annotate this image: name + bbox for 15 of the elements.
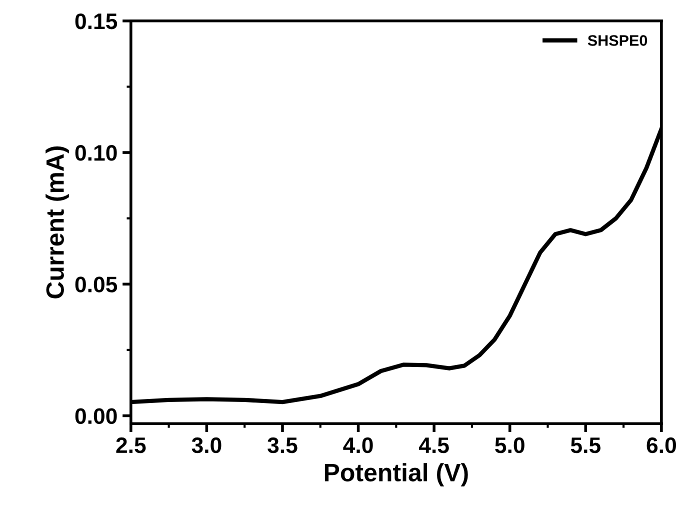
x-tick-label: 4.5 — [418, 438, 449, 454]
x-axis-title: Potential (V) — [324, 463, 468, 486]
y-axis-title: Current (mA) — [46, 146, 69, 298]
x-tick-label: 4.0 — [343, 437, 373, 454]
y-tick-label: 0.15 — [75, 13, 118, 30]
x-tick-label: 5.5 — [570, 438, 600, 454]
x-tick-label: 3.5 — [268, 437, 298, 454]
legend-label: SHSPE0 — [588, 35, 648, 46]
x-tick-label: 2.5 — [116, 437, 146, 454]
x-tick-label: 6.0 — [646, 437, 676, 454]
y-tick-label: 0.00 — [75, 408, 117, 424]
y-tick-label: 0.05 — [75, 276, 118, 292]
x-tick-label: 3.0 — [192, 437, 222, 454]
x-tick-label: 5.0 — [495, 437, 524, 454]
y-tick-label: 0.10 — [75, 145, 117, 161]
